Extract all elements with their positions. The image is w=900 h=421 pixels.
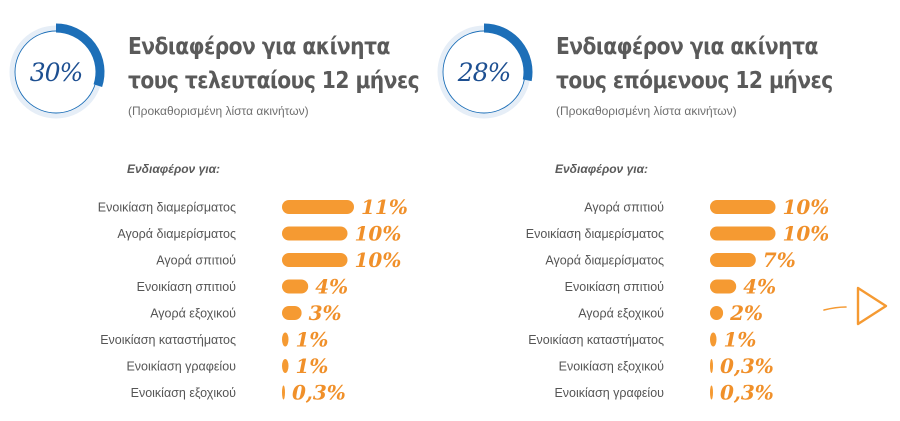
panel-title: Ενδιαφέρον για ακίνητα τους επόμενους 12… [556,30,833,98]
bar [710,359,713,373]
interest-for-label: Ενδιαφέρον για: [127,162,221,176]
bar-category-label: Ενοικίαση σπιτιού [137,280,236,294]
ring-progress-arc [55,23,105,87]
bar-category-label: Αγορά εξοχικού [578,307,664,321]
ring-percentage: 28% [457,57,512,87]
bar-chart-next: Αγορά σπιτιού 10% Ενοικίαση διαμερίσματος 1… [526,195,829,405]
bar-value-label: 1% [296,354,329,378]
ring-progress-arc [483,23,533,82]
bar [710,200,776,214]
bar [710,332,717,347]
panel-title: Ενδιαφέρον για ακίνητα τους τελευταίους … [128,30,420,98]
bar-value-label: 10% [783,222,829,246]
panel-subtitle: (Προκαθορισμένη λίστα ακινήτων) [128,104,309,118]
bar [710,279,737,294]
bar-value-label: 10% [355,248,402,272]
bar-category-label: Ενοικίαση διαμερίσματος [526,227,664,241]
bar-value-label: 0,3% [720,381,774,405]
bar-category-label: Ενοικίαση σπιτιού [565,280,664,294]
ring-percentage: 30% [29,57,84,87]
bar-value-label: 10% [783,195,829,219]
panel-past-12-months: 30% Ενδιαφέρον για ακίνητα τους τελευταί… [0,0,430,421]
bar-category-label: Ενοικίαση καταστήματος [100,333,236,347]
bar-category-label: Αγορά διαμερίσματος [545,254,664,268]
bar-value-label: 0,3% [292,381,346,405]
title-line-1: Ενδιαφέρον για ακίνητα [128,34,390,60]
bar-value-label: 2% [729,301,763,325]
bar [710,226,776,241]
bar-value-label: 11% [361,195,408,219]
bar-value-label: 4% [743,275,776,299]
title-line-2: τους επόμενους 12 μήνες [556,68,833,94]
bar-value-label: 3% [309,301,342,325]
bar [282,226,348,241]
bar [710,253,756,267]
bar-category-label: Αγορά σπιτιού [584,201,664,215]
bar-category-label: Ενοικίαση διαμερίσματος [98,201,236,215]
bar [282,253,348,267]
bar-category-label: Αγορά διαμερίσματος [117,227,236,241]
title-line-2: τους τελευταίους 12 μήνες [128,68,420,94]
bar-value-label: 4% [315,275,348,299]
percentage-ring [437,23,533,119]
interest-for-label: Ενδιαφέρον για: [555,162,649,176]
bar [282,306,302,320]
bar-category-label: Ενοικίαση εξοχικού [559,360,665,374]
percentage-ring [9,23,105,119]
bar [282,332,289,347]
bar-value-label: 0,3% [720,354,774,378]
bar [710,306,724,320]
panel-subtitle: (Προκαθορισμένη λίστα ακινήτων) [556,104,737,118]
bar-category-label: Ενοικίαση γραφείου [126,360,236,374]
bar-category-label: Αγορά εξοχικού [150,307,236,321]
next-arrow-icon[interactable] [822,282,890,330]
panel-next-12-months: 28% Ενδιαφέρον για ακίνητα τους επόμενου… [428,0,833,421]
bar-category-label: Αγορά σπιτιού [156,254,236,268]
bar-value-label: 10% [355,222,402,246]
bar [282,279,309,294]
bar-chart-past: Ενοικίαση διαμερίσματος 11% Αγορά διαμερίσ… [98,195,408,405]
bar [282,359,289,373]
bar [282,200,354,214]
bar-category-label: Ενοικίαση καταστήματος [528,333,664,347]
title-line-1: Ενδιαφέρον για ακίνητα [556,34,818,60]
bar-category-label: Ενοικίαση εξοχικού [131,386,237,400]
bar-category-label: Ενοικίαση γραφείου [554,386,664,400]
bar-value-label: 7% [763,248,796,272]
bar [710,385,713,400]
bar-value-label: 1% [724,328,757,352]
bar-value-label: 1% [296,328,329,352]
bar [282,385,285,400]
